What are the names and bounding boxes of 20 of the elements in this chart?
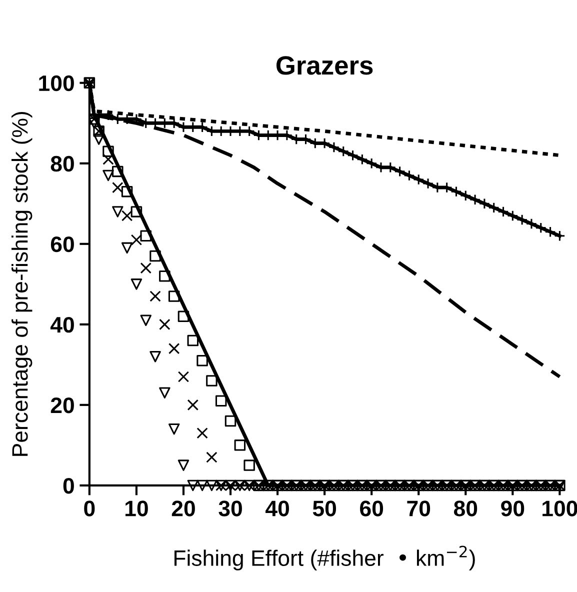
x-tick-label: 60 <box>360 500 384 516</box>
y-axis-title: Percentage of pre-fishing stock (%) <box>12 112 32 456</box>
x-tick-label: 30 <box>218 500 242 516</box>
y-tick-label: 40 <box>50 316 74 333</box>
x-tick-label: 100 <box>542 500 577 516</box>
x-tick-label: 20 <box>172 500 195 516</box>
x-tick-label: 80 <box>454 500 478 516</box>
y-tick-label: 100 <box>39 75 74 92</box>
x-tick-label: 70 <box>407 500 430 516</box>
y-tick-label: 80 <box>50 156 74 172</box>
y-tick-label: 20 <box>50 397 74 414</box>
x-tick-label: 90 <box>501 500 524 516</box>
x-tick-label: 40 <box>266 500 289 516</box>
x-axis-title: Fishing Effort (#fisher • km$^{−2}$) <box>174 546 475 570</box>
x-tick-label: 0 <box>84 500 95 516</box>
y-tick-label: 0 <box>63 478 74 494</box>
x-tick-label: 50 <box>312 500 336 516</box>
y-tick-label: 60 <box>50 236 74 252</box>
chart-title: Grazers <box>276 56 373 75</box>
x-tick-label: 10 <box>126 500 148 516</box>
